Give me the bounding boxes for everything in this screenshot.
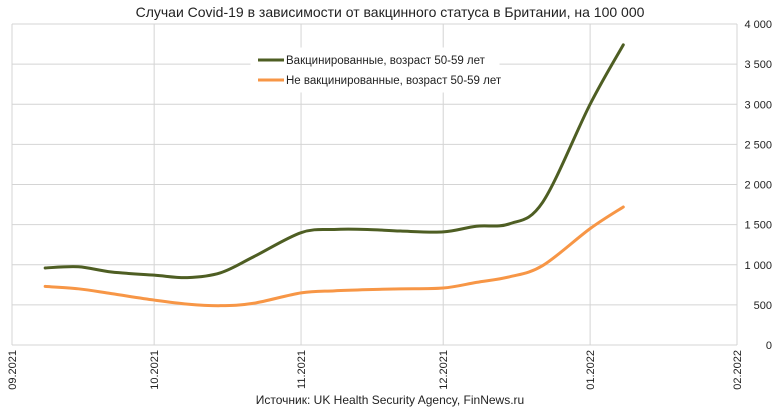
chart-title: Случаи Covid-19 в зависимости от вакцинн… (136, 4, 645, 20)
y-tick-label: 1 500 (744, 220, 772, 232)
y-axis-ticks: 0 500 1 000 1 500 2 000 2 500 3 000 3 500 4 000 (744, 19, 772, 352)
series-line-unvaccinated (43, 205, 625, 308)
y-tick-label: 0 (766, 340, 772, 352)
y-tick-label: 3 500 (744, 59, 772, 71)
x-axis-ticks: 09.2021 10.2021 11.2021 12.2021 01.2022 02.20… (7, 350, 744, 390)
x-tick-label: 11.2021 (296, 350, 308, 389)
chart-source: Источник: UK Health Security Agency, Fin… (256, 393, 524, 407)
legend-label-vaccinated: Вакцинированные, возраст 50-59 лет (286, 55, 486, 67)
y-tick-label: 2 500 (744, 139, 772, 151)
x-tick-label: 02.2022 (732, 350, 744, 390)
x-tick-label: 09.2021 (7, 350, 19, 390)
legend-box (250, 47, 500, 93)
series-line-vaccinated (43, 43, 625, 280)
series-lines (43, 43, 625, 308)
legend-label-unvaccinated: Не вакцинированные, возраст 50-59 лет (286, 75, 502, 87)
y-tick-label: 1 000 (744, 260, 772, 272)
x-tick-label: 10.2021 (149, 350, 161, 390)
x-tick-label: 01.2022 (585, 350, 597, 390)
y-tick-label: 3 000 (744, 99, 772, 111)
legend: Вакцинированные, возраст 50-59 лет Не ва… (250, 47, 502, 93)
y-tick-label: 2 000 (744, 180, 772, 192)
y-tick-label: 4 000 (744, 19, 772, 31)
y-tick-label: 500 (754, 300, 772, 312)
x-tick-label: 12.2021 (438, 350, 450, 390)
